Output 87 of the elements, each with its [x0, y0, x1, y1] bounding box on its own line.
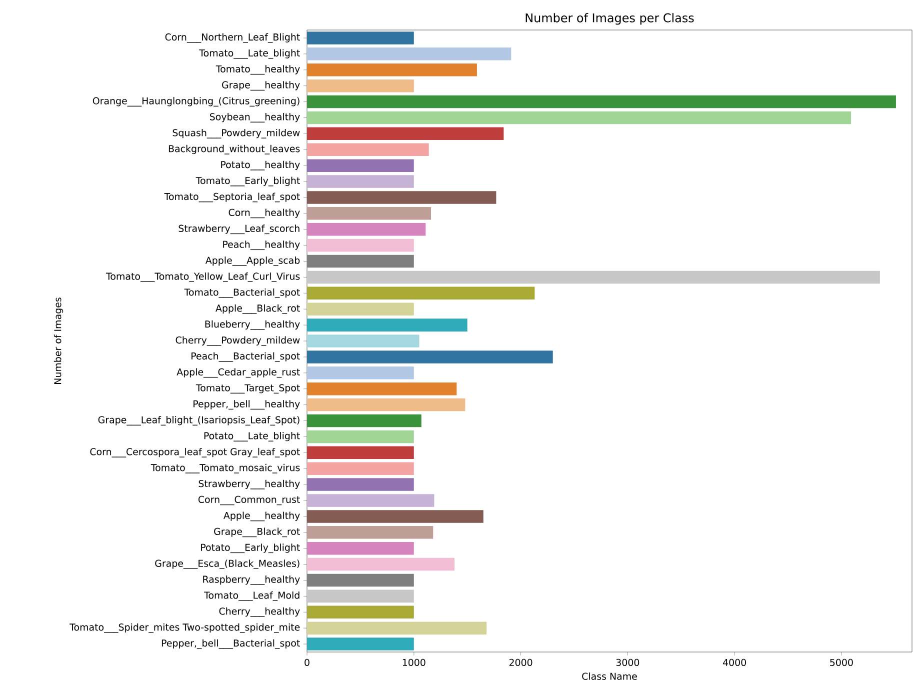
y-tick-label: Tomato___Tomato_mosaic_virus — [150, 464, 300, 474]
x-tick-label: 1000 — [402, 658, 426, 666]
y-tick-label: Grape___Leaf_blight_(Isariopsis_Leaf_Spot) — [98, 416, 300, 426]
bar — [307, 238, 414, 252]
x-tick-label: 4000 — [722, 658, 746, 666]
bar — [307, 398, 466, 412]
bar — [307, 111, 852, 124]
y-tick-label: Cherry___Powdery_mildew — [176, 336, 300, 346]
bar — [307, 638, 414, 650]
y-tick-label: Tomato___Spider_mites Two-spotted_spider_mite — [70, 623, 300, 633]
y-tick-label: Tomato___Leaf_Mold — [204, 591, 300, 601]
y-tick-label: Tomato___Target_Spot — [196, 384, 300, 394]
y-tick-label: Strawberry___healthy — [198, 480, 300, 490]
y-tick-label: Background_without_leaves — [168, 144, 300, 154]
y-tick-label: Tomato___healthy — [216, 65, 300, 75]
bar — [307, 366, 414, 380]
y-tick-label: Grape___Esca_(Black_Measles) — [155, 560, 300, 570]
bar — [307, 286, 535, 300]
bar — [307, 207, 431, 220]
y-tick-label: Squash___Powdery_mildew — [172, 128, 300, 138]
y-tick-label: Grape___Black_rot — [214, 528, 300, 538]
y-tick-label: Tomato___Early_blight — [196, 176, 300, 186]
bar — [307, 79, 414, 92]
x-tick-label: 2000 — [509, 658, 532, 666]
bar — [307, 63, 477, 76]
y-tick-label: Apple___Black_rot — [216, 304, 300, 314]
y-tick-label: Potato___healthy — [221, 160, 300, 170]
y-tick-label: Tomato___Septoria_leaf_spot — [164, 192, 300, 202]
y-tick-label: Blueberry___healthy — [205, 320, 300, 330]
x-tick-label: 3000 — [616, 658, 640, 666]
bar — [307, 302, 414, 316]
y-tick-label: Potato___Late_blight — [204, 432, 300, 442]
bar — [307, 222, 426, 236]
bar — [307, 606, 414, 619]
bar — [307, 334, 420, 348]
bar — [307, 127, 504, 140]
y-axis-title: Number of Images — [54, 298, 64, 384]
x-tick-label: 0 — [304, 658, 310, 666]
bar — [307, 159, 414, 172]
y-tick-label: Corn___Northern_Leaf_Blight — [165, 33, 300, 43]
x-tick-label: 5000 — [830, 658, 853, 666]
bar — [307, 350, 553, 364]
bar — [307, 270, 880, 284]
bar — [307, 478, 414, 491]
bar — [307, 175, 414, 188]
y-tick-label: Peach___healthy — [223, 240, 300, 250]
y-tick-label: Apple___healthy — [224, 512, 300, 522]
y-tick-label: Pepper,_bell___Bacterial_spot — [162, 639, 300, 649]
y-tick-label: Corn___Common_rust — [198, 496, 300, 506]
y-tick-label: Tomato___Late_blight — [199, 49, 300, 59]
y-tick-label: Cherry___healthy — [219, 607, 300, 617]
y-tick-label: Potato___Early_blight — [201, 544, 300, 554]
bar — [307, 590, 414, 603]
y-tick-label: Apple___Apple_scab — [205, 256, 300, 266]
y-tick-label: Apple___Cedar_apple_rust — [176, 368, 300, 378]
bar — [307, 318, 468, 332]
bar — [307, 494, 434, 507]
y-tick-label: Raspberry___healthy — [203, 576, 300, 585]
bar — [307, 95, 896, 108]
y-tick-label: Grape___healthy — [222, 81, 300, 91]
y-tick-label: Corn___Cercospora_leaf_spot Gray_leaf_spot — [90, 448, 300, 458]
bar — [307, 143, 429, 156]
bar — [307, 622, 487, 634]
bar — [307, 191, 496, 204]
chart-title: Number of Images per Class — [526, 13, 694, 25]
y-tick-label: Strawberry___Leaf_scorch — [178, 224, 300, 234]
bar — [307, 510, 484, 523]
y-tick-label: Pepper,_bell___healthy — [194, 400, 300, 410]
y-tick-label: Orange___Haunglongbing_(Citrus_greening) — [92, 97, 300, 106]
bar — [307, 382, 457, 396]
bar — [307, 48, 512, 60]
y-tick-label: Peach___Bacterial_spot — [192, 352, 300, 362]
y-tick-label: Corn___healthy — [228, 208, 300, 218]
bar — [307, 446, 414, 460]
y-tick-label: Tomato___Bacterial_spot — [184, 288, 300, 298]
y-tick-label: Tomato___Tomato_Yellow_Leaf_Curl_Virus — [106, 272, 300, 282]
bar — [307, 430, 414, 444]
x-axis-title: Class Name — [582, 672, 637, 680]
bar — [307, 462, 414, 475]
bar — [307, 32, 414, 44]
bar — [307, 574, 414, 587]
bar — [307, 526, 434, 539]
bar — [307, 542, 414, 555]
y-tick-label: Soybean___healthy — [210, 113, 300, 122]
bar — [307, 558, 455, 571]
bar — [307, 414, 422, 428]
bar — [307, 254, 414, 268]
